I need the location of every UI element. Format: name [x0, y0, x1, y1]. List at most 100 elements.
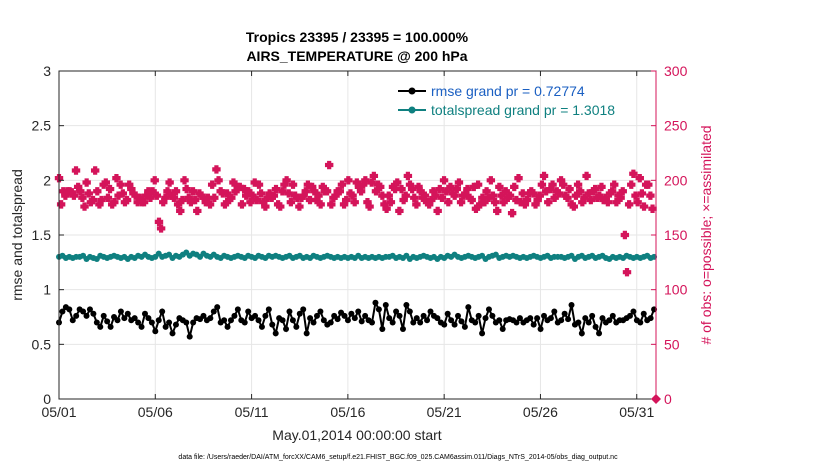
obs-count-marker — [550, 193, 559, 203]
x-tick-label: 05/21 — [427, 404, 462, 420]
y-right-tick-label: 250 — [664, 118, 688, 134]
obs-count-marker — [495, 182, 504, 192]
obs-count-marker — [154, 217, 164, 227]
y-tick-label: 1 — [43, 282, 51, 298]
obs-count-marker — [301, 187, 310, 196]
obs-count-marker — [269, 191, 279, 200]
data-point — [578, 330, 585, 337]
obs-count-marker — [76, 187, 85, 196]
data-point — [59, 308, 66, 315]
obs-count-marker — [420, 191, 430, 200]
obs-count-marker — [169, 193, 179, 203]
obs-count-marker — [365, 202, 374, 211]
data-point — [355, 308, 362, 315]
data-point — [300, 306, 307, 313]
obs-count-marker — [207, 180, 217, 189]
obs-count-marker — [210, 193, 219, 203]
obs-count-marker — [341, 195, 351, 205]
obs-count-marker — [620, 230, 630, 240]
data-point — [534, 315, 541, 322]
obs-count-marker — [276, 202, 285, 211]
obs-count-marker — [588, 187, 598, 196]
obs-count-marker — [271, 184, 281, 194]
obs-count-marker — [607, 187, 617, 196]
data-point — [341, 312, 348, 319]
obs-count-marker — [580, 193, 589, 203]
obs-count-marker — [254, 180, 264, 189]
y-tick-label: 2.5 — [32, 118, 52, 134]
data-point — [207, 315, 214, 322]
obs-count-marker — [101, 178, 111, 187]
data-point — [104, 318, 111, 325]
obs-count-marker — [410, 193, 419, 203]
x-tick-label: 05/11 — [235, 404, 269, 420]
data-point — [386, 315, 393, 322]
data-point — [93, 319, 100, 326]
obs-count-marker — [427, 195, 436, 205]
data-point — [637, 319, 644, 326]
obs-count-marker — [156, 224, 166, 233]
obs-count-marker — [395, 206, 404, 216]
obs-count-marker — [344, 176, 353, 185]
data-point — [117, 308, 124, 315]
y-right-tick-label: 200 — [664, 172, 688, 188]
y-tick-label: 0.5 — [32, 336, 52, 352]
data-point — [589, 312, 596, 319]
data-point — [320, 317, 327, 324]
obs-count-marker — [595, 191, 604, 200]
obs-count-marker — [314, 191, 323, 200]
data-point — [516, 315, 523, 322]
data-point — [461, 323, 468, 330]
data-point — [186, 333, 193, 340]
chart-subtitle: AIRS_TEMPERATURE @ 200 hPa — [246, 48, 467, 64]
obs-count-marker — [403, 171, 413, 181]
obs-count-marker — [286, 198, 296, 207]
obs-count-marker — [97, 195, 106, 205]
data-point — [434, 315, 441, 322]
data-point — [66, 306, 73, 313]
data-point — [410, 319, 417, 326]
obs-count-marker — [393, 178, 402, 187]
series-2 — [54, 160, 657, 277]
data-point — [647, 315, 654, 322]
obs-count-marker — [84, 189, 93, 198]
data-point — [169, 330, 176, 337]
x-tick-label: 05/01 — [41, 404, 76, 420]
obs-count-marker — [441, 187, 451, 196]
legend: rmse grand pr = 0.72774 totalspread gran… — [398, 83, 615, 118]
data-point — [313, 312, 320, 319]
data-point — [499, 326, 506, 333]
obs-count-marker — [499, 198, 508, 207]
data-point — [541, 312, 548, 319]
data-point — [606, 317, 613, 324]
obs-count-marker — [616, 193, 625, 203]
obs-count-marker — [112, 173, 121, 183]
data-point — [496, 317, 503, 324]
obs-count-marker — [386, 198, 396, 207]
obs-count-marker — [148, 187, 157, 196]
data-point — [369, 319, 376, 326]
obs-count-marker — [639, 202, 649, 211]
obs-count-marker — [324, 160, 334, 170]
obs-count-marker — [631, 191, 640, 200]
obs-count-marker — [356, 187, 366, 196]
obs-count-marker — [103, 193, 113, 203]
data-point — [372, 299, 379, 306]
obs-count-marker — [454, 178, 464, 187]
obs-count-marker — [193, 206, 202, 216]
obs-count-marker — [473, 180, 483, 189]
y-tick-label: 2 — [43, 172, 51, 188]
data-point — [231, 312, 238, 319]
data-point — [406, 308, 413, 315]
obs-count-marker — [535, 191, 544, 200]
obs-count-marker — [622, 267, 632, 277]
obs-count-marker — [637, 189, 647, 198]
data-point — [80, 308, 87, 315]
x-tick-label: 05/16 — [330, 404, 365, 420]
obs-count-marker — [90, 166, 100, 175]
data-point — [148, 319, 155, 326]
data-point — [289, 317, 296, 324]
obs-count-marker — [203, 193, 213, 203]
obs-count-marker — [110, 198, 119, 207]
obs-count-marker — [173, 200, 183, 209]
